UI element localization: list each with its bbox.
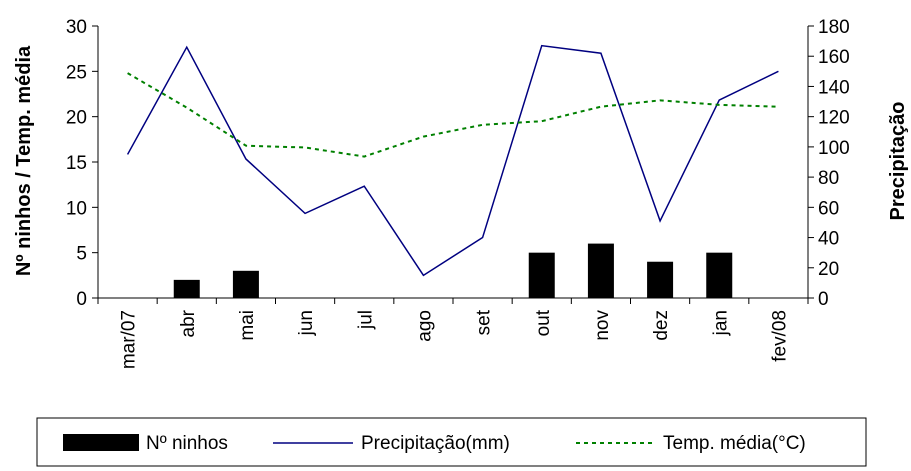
- bars: [173, 243, 733, 298]
- axes: [92, 25, 814, 304]
- x-tick-label: mar/07: [119, 310, 140, 369]
- legend-swatch-bar: [63, 434, 139, 451]
- x-tick-label: abr: [178, 309, 199, 337]
- right-tick-label: 60: [818, 198, 839, 219]
- x-tick-label: nov: [592, 310, 613, 341]
- left-tick-label: 0: [76, 289, 87, 310]
- bar-nests: [706, 252, 733, 298]
- x-tick-label: jun: [296, 310, 317, 336]
- line-precipitation: [126, 44, 779, 277]
- left-tick-label: 25: [66, 62, 87, 83]
- legend: Nº ninhos Precipitação(mm) Temp. média(°…: [36, 417, 867, 467]
- left-tick-label: 15: [66, 153, 87, 174]
- bar-nests: [232, 270, 259, 298]
- legend-label-nests: Nº ninhos: [146, 433, 228, 454]
- x-tick-label: fev/08: [769, 310, 790, 362]
- right-tick-label: 120: [818, 108, 850, 129]
- x-tick-label: jan: [710, 310, 731, 336]
- right-tick-label: 40: [818, 229, 839, 250]
- left-tick-label: 5: [76, 244, 87, 265]
- left-axis-title: Nº ninhos / Temp. média: [13, 45, 35, 276]
- line-temperature: [127, 72, 779, 158]
- x-tick-label: mai: [237, 310, 258, 341]
- right-tick-label: 80: [818, 168, 839, 189]
- bar-nests: [587, 243, 614, 298]
- left-tick-label: 20: [66, 108, 87, 129]
- legend-label-precip: Precipitação(mm): [361, 433, 510, 454]
- x-tick-label: set: [474, 309, 495, 335]
- bar-nests: [173, 279, 200, 298]
- lines: [126, 44, 779, 277]
- x-tick-label: out: [533, 309, 554, 336]
- left-tick-label: 30: [66, 17, 87, 38]
- right-tick-label: 0: [818, 289, 829, 310]
- bar-nests: [528, 252, 555, 298]
- left-tick-label: 10: [66, 198, 87, 219]
- bar-nests: [647, 261, 674, 298]
- right-tick-label: 140: [818, 77, 850, 98]
- right-tick-label: 20: [818, 259, 839, 280]
- legend-label-temp: Temp. média(°C): [663, 433, 806, 454]
- legend-box: [36, 417, 867, 467]
- tick-labels: 0 5 10 15 20 25 30 0 20 40 60 80 100 120 140 160 180 mar/…: [66, 17, 850, 369]
- right-tick-label: 160: [818, 47, 850, 68]
- right-tick-label: 180: [818, 17, 850, 38]
- x-tick-label: ago: [414, 310, 435, 342]
- x-tick-label: dez: [651, 310, 672, 341]
- right-axis-title: Precipitação: [887, 102, 909, 221]
- right-tick-label: 100: [818, 138, 850, 159]
- x-tick-label: jul: [355, 310, 376, 330]
